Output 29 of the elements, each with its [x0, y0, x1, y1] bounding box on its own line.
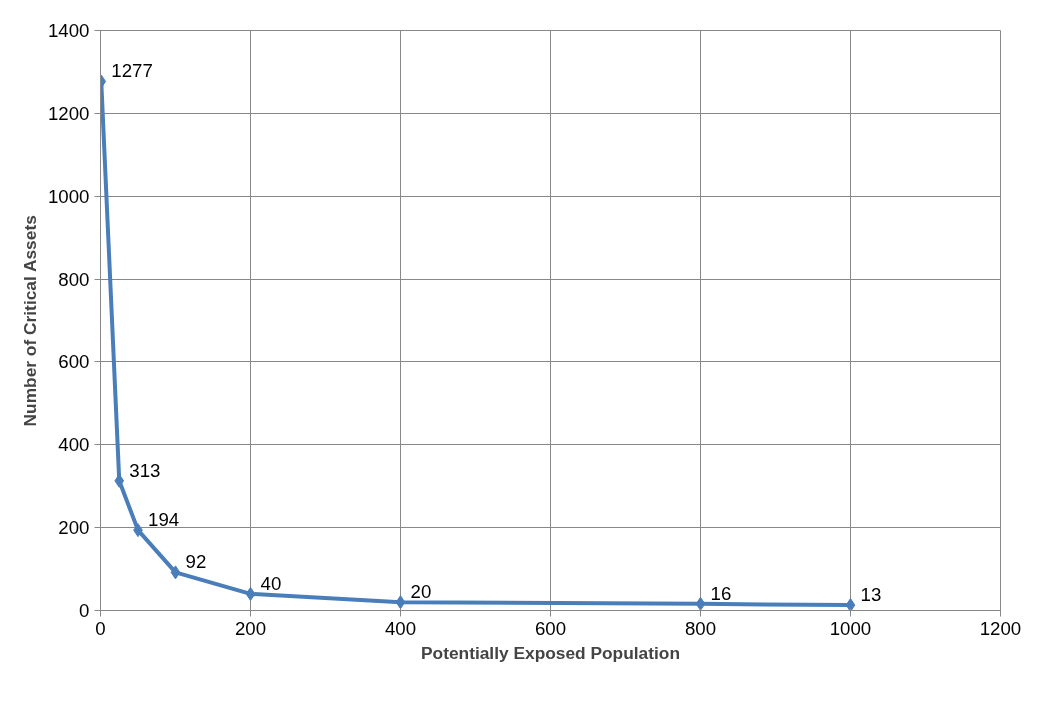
x-tick-label: 400 — [384, 617, 417, 639]
y-tick-label: 600 — [58, 351, 90, 373]
y-tick-label: 0 — [79, 600, 90, 621]
data-label: 13 — [860, 584, 882, 606]
data-label: 92 — [185, 551, 207, 573]
x-tick-label: 800 — [684, 617, 717, 639]
y-tick-label: 1000 — [48, 185, 90, 207]
y-tick-label: 800 — [58, 268, 90, 290]
data-label: 1277 — [111, 60, 153, 82]
x-tick-label: 1000 — [829, 617, 872, 639]
y-tick-label: 400 — [58, 434, 90, 456]
point — [695, 596, 706, 611]
data-label: 20 — [410, 581, 432, 603]
x-tick-label: 1200 — [979, 617, 1022, 639]
y-axis-title: Number of Critical Assets — [20, 215, 40, 427]
y-tick-label: 1200 — [48, 102, 90, 124]
x-axis-title: Potentially Exposed Population — [421, 642, 680, 663]
x-tick-label: 600 — [534, 617, 567, 639]
point — [245, 586, 256, 601]
y-tick-label: 1400 — [48, 20, 90, 41]
data-label: 40 — [260, 572, 282, 594]
y-tick-label: 200 — [58, 517, 90, 539]
x-tick-label: 200 — [234, 617, 267, 639]
data-label: 16 — [710, 582, 732, 604]
x-tick-label: 0 — [95, 617, 106, 639]
point — [395, 595, 406, 610]
point — [170, 565, 181, 580]
data-label: 194 — [148, 509, 180, 531]
data-label: 313 — [129, 459, 161, 481]
